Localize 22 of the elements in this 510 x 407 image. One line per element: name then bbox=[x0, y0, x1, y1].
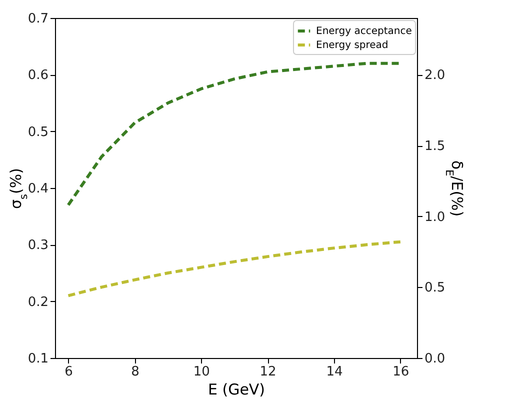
y-tick-label: 0.7 bbox=[28, 12, 48, 26]
x-tick-label: 12 bbox=[260, 364, 276, 380]
x-tick-label: 6 bbox=[64, 364, 73, 380]
y2-tick-label: 2.0 bbox=[424, 68, 446, 84]
y-tick-label: 0.2 bbox=[28, 294, 48, 310]
y-tick-label: 0.4 bbox=[28, 182, 48, 196]
legend-label: Energy spread bbox=[316, 40, 388, 51]
x-tick-label: 16 bbox=[392, 364, 410, 380]
y-tick-label: 0.3 bbox=[28, 238, 48, 254]
legend-label: Energy acceptance bbox=[316, 26, 412, 37]
x-tick-label: 8 bbox=[131, 364, 140, 380]
y-tick-label: 0.6 bbox=[28, 68, 48, 84]
y2-tick-label: 1.5 bbox=[424, 139, 446, 154]
y-tick-label: 0.5 bbox=[28, 124, 48, 140]
x-tick-label: 14 bbox=[326, 364, 343, 380]
x-axis-title: E (GeV) bbox=[208, 380, 266, 398]
y2-tick-label: 0.0 bbox=[424, 352, 446, 366]
line-series bbox=[66, 240, 402, 298]
y-tick-label: 0.1 bbox=[28, 352, 48, 366]
x-tick-label: 10 bbox=[193, 364, 210, 380]
y2-tick-label: 1.0 bbox=[424, 210, 446, 225]
y2-tick-label: 0.5 bbox=[424, 280, 446, 296]
